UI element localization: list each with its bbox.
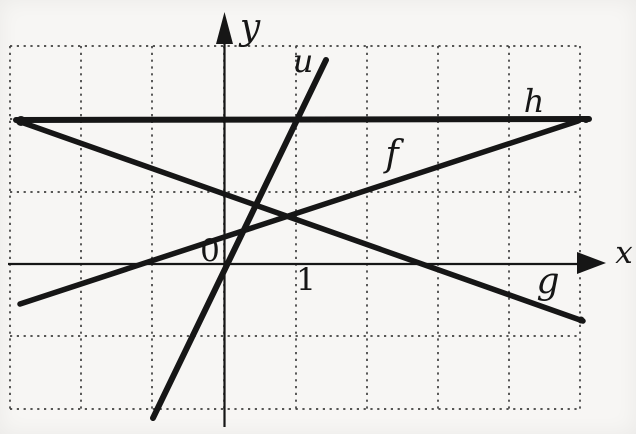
- line-label-h: h: [524, 82, 545, 120]
- function-lines: [13, 57, 592, 421]
- origin-label: 0: [200, 233, 220, 269]
- x-axis-arrowhead-icon: [577, 252, 606, 274]
- line-label-g: g: [536, 261, 559, 302]
- axes: [8, 12, 606, 427]
- dotted-grid: [9, 45, 581, 410]
- y-axis-arrowhead-icon: [216, 12, 233, 44]
- function-line-g: [15, 118, 586, 324]
- x-tick-label: 1: [296, 262, 316, 298]
- function-line-f: [17, 118, 581, 307]
- function-line-h: [13, 116, 592, 123]
- y-axis-label: y: [238, 7, 261, 48]
- pen-blob: [577, 316, 585, 324]
- pen-blobs: [16, 116, 590, 324]
- pen-blob: [16, 116, 26, 126]
- function-line-u: [150, 57, 329, 421]
- labels: y x 0 1 u h f g: [200, 7, 633, 302]
- x-axis-label: x: [615, 235, 633, 271]
- line-label-u: u: [293, 42, 314, 80]
- pen-blob: [582, 116, 590, 123]
- line-label-f: f: [382, 134, 404, 175]
